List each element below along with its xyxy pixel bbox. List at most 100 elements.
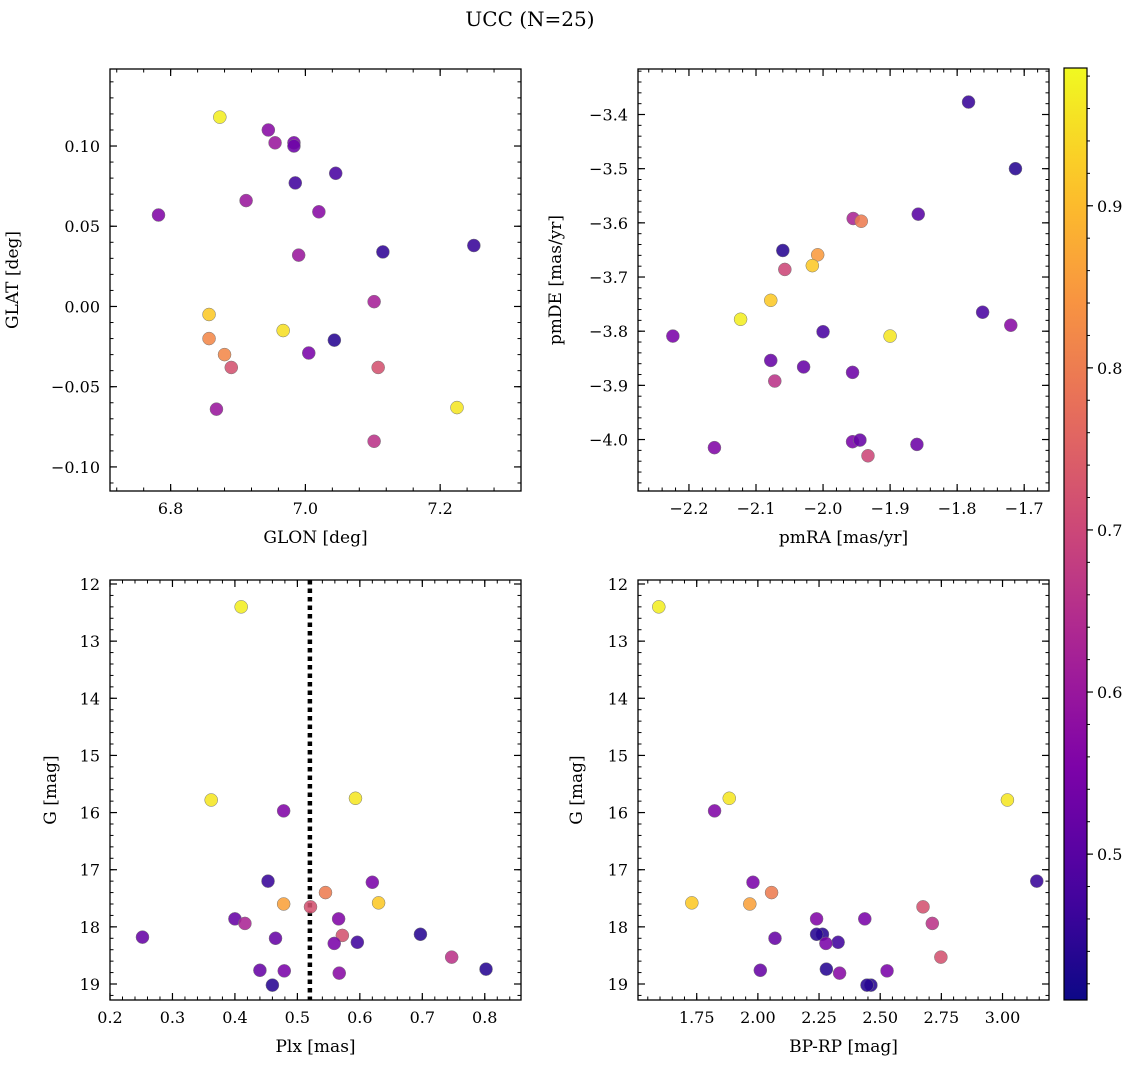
scatter-point [845,365,860,380]
scatter-point [209,402,224,416]
x-tick-label: 2.25 [801,1008,837,1027]
scatter-point [853,433,867,447]
scatter-point [652,600,666,614]
y-tick-label: −3.8 [589,322,628,341]
scatter-point [805,258,820,273]
y-tick-label: 19 [608,975,628,994]
scatter-point [239,193,253,208]
scatter-point [816,324,830,339]
colorbar-tick-label: 0.6 [1097,683,1122,702]
y-tick-label: 17 [80,861,100,880]
scatter-point [764,353,778,368]
colorbar-tick-label: 0.7 [1097,521,1122,540]
scatter-point [880,964,894,978]
scatter-point [444,950,459,964]
panel-top-right: −2.2 −2.1 −2.0 −1.9 −1.8 −1.7 −4.0 −3.9 −3.8 −3.7… [546,68,1050,548]
scatter-point [291,248,306,262]
x-tick-label: 2.50 [862,1008,898,1027]
scatter-point [365,875,380,890]
y-tick-label: 12 [608,575,628,594]
x-tick-label: −2.1 [737,499,776,518]
scatter-point [331,912,346,926]
scatter-point [916,900,930,914]
scatter-point [253,963,267,978]
y-tick-label: 18 [608,918,628,937]
scatter-point [685,896,699,910]
scatter-point [809,927,824,942]
scatter-point [975,305,990,319]
scatter-point [934,950,948,964]
figure-title: UCC (N=25) [465,7,594,31]
x-tick-label: 7.0 [293,499,318,518]
x-tick-label: 2.75 [924,1008,960,1027]
y-tick-label: −3.6 [589,214,628,233]
scatter-point [764,293,778,308]
axes-frame [637,68,1050,492]
y-tick-label: −3.9 [589,376,628,395]
scatter-point [217,347,232,362]
x-tick-label: 0.2 [97,1008,122,1027]
panels: 6.8 7.0 7.2 −0.10 −0.05 0.00 0.05 0.10 GLON [deg… [3,68,1050,1057]
x-tick-label: −2.0 [804,499,843,518]
scatter-point [268,931,283,946]
y-tick-label: 19 [80,975,100,994]
x-axis-label: BP-RP [mag] [789,1037,898,1057]
y-tick-label: 12 [80,575,100,594]
scatter-point [318,885,333,900]
y-tick-label: 16 [608,804,628,823]
scatter-point [327,936,341,951]
x-axis-label: GLON [deg] [263,528,367,548]
y-axis-label: G [mag] [567,755,587,824]
scatter-point [796,360,811,374]
scatter-point [151,208,166,222]
scatter-point [961,95,976,109]
scatter-point [764,885,779,900]
scatter-point [925,916,940,931]
scatter-point [367,434,381,449]
scatter-point [288,176,303,190]
x-tick-label: −1.7 [1005,499,1044,518]
scatter-point [1008,161,1023,176]
scatter-point [371,896,386,910]
scatter-point [810,248,825,262]
x-tick-label: 0.7 [410,1008,435,1027]
x-tick-label: 3.00 [985,1008,1021,1027]
scatter-point [224,360,239,375]
scatter-point [707,804,722,818]
scatter-point [768,931,782,946]
panel-bottom-right: 1.75 2.00 2.25 2.50 2.75 3.00 12 13 14 15 16 17 18 19… [567,575,1050,1057]
scatter-point [371,360,385,375]
scatter-point [328,166,343,181]
colorbar-tick-label: 0.9 [1097,197,1122,216]
y-tick-label: 18 [80,918,100,937]
scatter-point [722,791,737,806]
scatter-point [238,916,252,931]
colorbar-tick-label: 0.5 [1097,845,1122,864]
y-axis-label: G [mag] [41,755,61,824]
y-tick-label: 0.00 [64,297,100,316]
x-tick-label: −1.9 [871,499,910,518]
scatter-point [860,978,874,992]
scatter-point [287,139,301,153]
scatter-point [348,791,363,806]
scatter-point [832,966,847,980]
scatter-point [819,962,834,976]
panel-top-left: 6.8 7.0 7.2 −0.10 −0.05 0.00 0.05 0.10 GLON [deg… [3,68,522,548]
axes-frame [109,579,522,1001]
y-tick-label: −4.0 [589,431,628,450]
x-tick-label: 2.00 [740,1008,776,1027]
scatter-point [753,963,768,978]
y-axis-label: pmDE [mas/yr] [546,215,566,345]
scatter-point [276,323,290,338]
axes-frame [637,579,1050,1001]
scatter-point [1004,318,1018,332]
scatter-point [202,331,216,346]
y-tick-label: 16 [80,804,100,823]
y-tick-label: 14 [608,689,628,708]
scatter-point [911,207,926,221]
scatter-point [367,294,381,309]
scatter-point [467,238,481,253]
scatter-point [768,374,782,388]
scatter-point [733,312,748,327]
colorbar-gradient [1063,67,1088,1001]
